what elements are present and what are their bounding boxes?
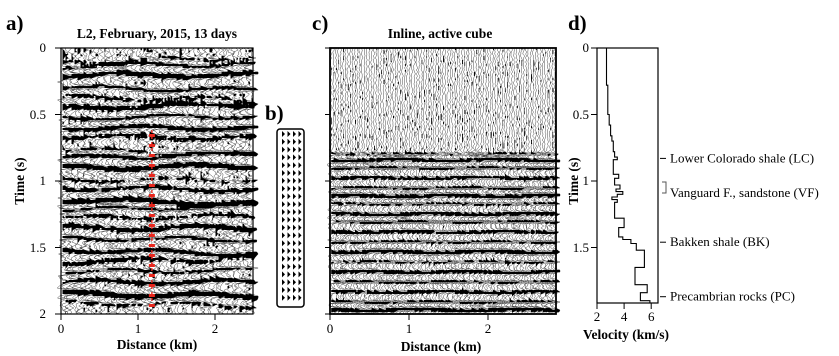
panel-b-frame [276,128,305,308]
panel-a-ytick: 2 [40,306,47,321]
panel-a-xtick: 1 [135,321,142,336]
annotation-label: Vanguard F., sandstone (VF) [670,185,819,200]
panel-c-title: Inline, active cube [388,26,493,41]
panel-d-ylabel: Time (s) [566,157,581,204]
annotation-label: Lower Colorado shale (LC) [670,150,814,165]
panel-c-x-axis: 0 1 2 Distance (km) [327,314,492,354]
panel-d-label: d) [568,11,587,35]
annotation-lc: Lower Colorado shale (LC) [660,150,814,165]
annotation-bk: Bakken shale (BK) [660,234,770,249]
panel-d-xtick: 4 [621,309,628,324]
annotation-bracket [662,181,667,194]
panel-a-x-axis: 0 1 2 Distance (km) [58,314,219,352]
panel-c-xtick: 2 [485,321,492,336]
panel-d-ytick: 1 [583,173,590,188]
panel-a-red-pick-line [148,130,155,307]
panel-c-xtick: 1 [406,321,413,336]
panel-c-wiggle-traces [327,47,561,315]
panel-a-y-axis: 0 0.5 1 1.5 2 Time (s) [12,40,61,321]
velocity-curve [605,48,651,304]
panel-d-annotations: Lower Colorado shale (LC) Vanguard F., s… [660,150,819,304]
panel-d-frame [596,47,659,304]
panel-a-title: L2, February, 2015, 13 days [77,26,237,41]
panel-d-ytick: 0 [583,40,590,55]
panel-a-xlabel: Distance (km) [117,337,198,352]
panel-a-ytick: 0 [40,40,47,55]
panel-b-wavelet-strip [276,128,305,308]
panel-d-ytick: 0.5 [573,107,589,122]
panel-d-xlabel: Velocity (km/s) [583,327,669,342]
panel-d-xtick: 6 [648,309,655,324]
annotation-pc: Precambrian rocks (PC) [660,289,795,304]
panel-d-x-axis: 2 4 6 Velocity (km/s) [583,303,669,342]
panel-d-xtick: 2 [594,309,601,324]
panel-d-velocity-plot [596,47,659,304]
panel-c-y-axis [325,47,330,315]
panel-a-ylabel: Time (s) [12,157,27,204]
panel-a-ytick: 1 [40,173,47,188]
annotation-vf: Vanguard F., sandstone (VF) [662,181,819,200]
panel-d-y-axis: 0 0.5 1 1.5 Time (s) [566,40,597,255]
panel-c-seismic [327,47,561,315]
panel-a-pc-marker: PC [113,292,126,303]
panel-a-seismic: PC [56,47,259,315]
panel-a-ytick: 0.5 [30,107,46,122]
panel-c-label: c) [312,11,328,35]
panel-a-ytick: 1.5 [30,240,46,255]
annotation-label: Bakken shale (BK) [670,234,770,249]
panel-a-wiggle-traces [56,47,259,315]
panel-c-xtick: 0 [327,321,334,336]
panel-d-ytick: 1.5 [573,240,589,255]
panel-a-label: a) [6,11,24,35]
panel-a-xtick: 2 [212,321,219,336]
panel-a-xtick: 0 [58,321,65,336]
annotation-label: Precambrian rocks (PC) [670,289,795,304]
panel-c-xlabel: Distance (km) [401,339,482,354]
panel-b-label: b) [265,101,284,125]
